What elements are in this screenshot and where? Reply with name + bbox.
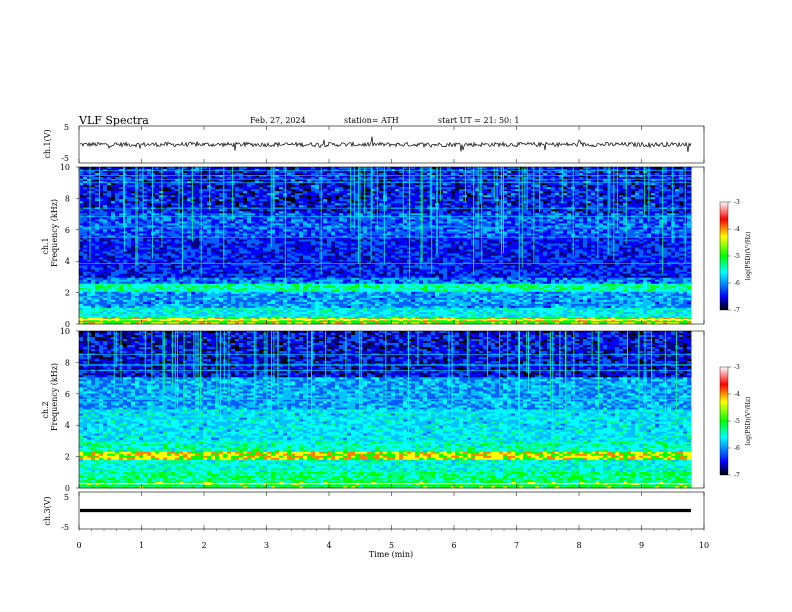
date-label: Feb. 27, 2024 xyxy=(250,116,306,125)
colorbar-tick-label: -7 xyxy=(734,472,740,479)
x-tick-label: 9 xyxy=(639,541,644,550)
ch1-spectrogram-image xyxy=(79,167,704,325)
y-tick-label: 4 xyxy=(65,421,70,430)
colorbar-tick-label: -5 xyxy=(734,253,740,260)
ch2-frequency-label: Frequency (kHz) xyxy=(50,363,59,431)
colorbar-tick-label: -6 xyxy=(734,445,740,452)
colorbar-tick-label: -4 xyxy=(734,226,740,233)
colorbar-tick-label: -5 xyxy=(734,418,740,425)
y-tick-label: 2 xyxy=(65,453,70,462)
y-tick-label: 6 xyxy=(65,390,70,399)
x-tick-label: 7 xyxy=(514,541,519,550)
ch2-colorbar xyxy=(719,366,729,476)
ch2-colorbar-label: log(PSD)(V²/Hz) xyxy=(745,397,752,446)
x-tick-label: 5 xyxy=(389,541,394,550)
y-tick-label: 6 xyxy=(65,226,70,235)
ch1-waveform-ytick-bottom: -5 xyxy=(61,154,69,163)
ch1-frequency-label: Frequency (kHz) xyxy=(50,199,59,267)
y-tick-label: 2 xyxy=(65,289,70,298)
x-tick-label: 3 xyxy=(264,541,269,550)
ch2-channel-label: ch.2 xyxy=(41,401,50,418)
ch1-waveform-panel: 5 -5 ch.1(V) xyxy=(43,123,705,164)
colorbar-tick-label: -3 xyxy=(734,364,740,371)
ch3-waveform-ytick-bottom: -5 xyxy=(61,523,69,532)
x-tick-label: 4 xyxy=(326,541,331,550)
y-tick-label: 0 xyxy=(65,320,70,329)
figure-title: VLF Spectra xyxy=(78,114,149,127)
ch1-colorbar-label: log(PSD)(V²/Hz) xyxy=(745,232,752,281)
x-tick-label: 1 xyxy=(139,541,144,550)
ch1-colorbar xyxy=(719,201,729,311)
time-axis: 0 1 2 3 4 5 6 7 8 9 10 xyxy=(76,126,709,550)
colorbar-tick-label: -3 xyxy=(734,199,740,206)
ch3-waveform-panel: 5 -5 ch.3(V) xyxy=(43,491,705,532)
ch3-waveform-ylabel: ch.3(V) xyxy=(43,496,52,525)
y-tick-label: 10 xyxy=(60,163,70,172)
ch3-waveform-ytick-top: 5 xyxy=(64,493,69,502)
x-tick-label: 2 xyxy=(201,541,206,550)
x-tick-label: 10 xyxy=(699,541,709,550)
ch1-waveform-ytick-top: 5 xyxy=(64,123,69,132)
y-tick-label: 0 xyxy=(65,484,70,493)
colorbar-tick-label: -6 xyxy=(734,280,740,287)
y-tick-label: 8 xyxy=(65,194,70,203)
time-axis-label: Time (min) xyxy=(369,550,413,559)
colorbar-tick-label: -4 xyxy=(734,391,740,398)
y-tick-label: 10 xyxy=(60,327,70,336)
start-time-label: start UT = 21: 50: 1 xyxy=(438,116,519,125)
colorbar-tick-label: -7 xyxy=(734,307,740,314)
ch1-waveform-ylabel: ch.1(V) xyxy=(43,129,52,158)
x-tick-label: 8 xyxy=(576,541,581,550)
y-tick-label: 4 xyxy=(65,257,70,266)
ch1-waveform-trace xyxy=(79,136,692,153)
ch2-spectrogram-image xyxy=(79,331,704,489)
ch1-channel-label: ch.1 xyxy=(41,237,50,254)
x-tick-label: 0 xyxy=(76,541,81,550)
station-label: station= ATH xyxy=(344,116,399,125)
y-tick-label: 8 xyxy=(65,358,70,367)
x-tick-label: 6 xyxy=(451,541,456,550)
